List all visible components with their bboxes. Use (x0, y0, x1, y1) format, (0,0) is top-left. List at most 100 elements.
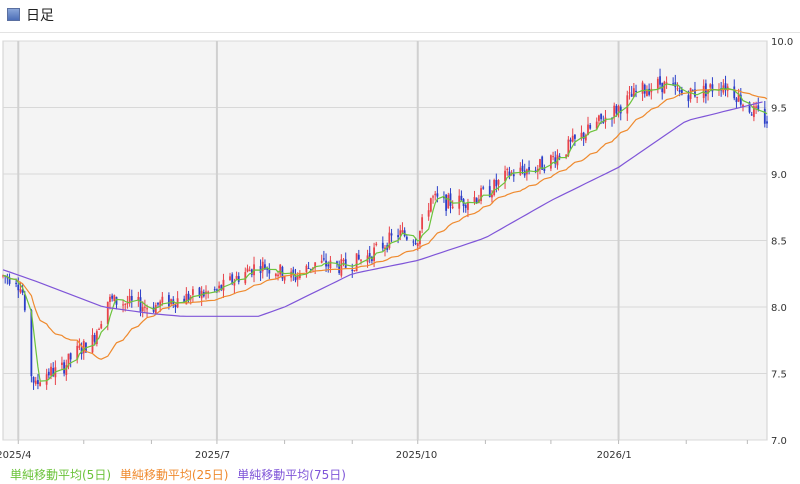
candle-down (397, 235, 400, 238)
candle-up (491, 194, 493, 198)
candle-up (161, 296, 164, 303)
chart-header: 日足 (0, 0, 800, 33)
candle-down (8, 277, 11, 284)
candle-down (264, 264, 266, 270)
candle-down (292, 269, 295, 275)
candle-down (541, 156, 544, 170)
candle-up (19, 289, 22, 293)
candle-up (373, 247, 375, 261)
page-title: 日足 (26, 8, 54, 24)
candle-up (61, 362, 63, 365)
candle-up (137, 296, 140, 301)
y-tick-label: 7.5 (771, 370, 787, 381)
candle-up (154, 305, 157, 314)
candle-down (307, 267, 310, 269)
candle-down (619, 106, 622, 114)
candle-up (434, 193, 437, 196)
candle-down (582, 132, 585, 139)
candle-down (573, 134, 576, 139)
candle-up (506, 168, 509, 170)
legend-ma5: 単純移動平均(5日) (10, 468, 111, 482)
candle-down (534, 170, 537, 172)
candle-up (552, 156, 554, 158)
y-tick-label: 7.0 (771, 436, 787, 447)
candle-down (52, 368, 55, 377)
candle-up (427, 210, 430, 217)
candle-down (405, 236, 408, 240)
candle-down (735, 98, 738, 103)
candle-up (233, 281, 236, 286)
candle-up (480, 188, 482, 202)
candle-down (739, 94, 742, 105)
candle-down (322, 258, 325, 260)
candle-up (432, 196, 434, 198)
candle-down (482, 187, 485, 189)
candle-up (565, 154, 568, 158)
candle-up (45, 374, 48, 385)
candle-up (755, 106, 757, 108)
candle-down (436, 193, 439, 197)
candle-down (167, 295, 170, 307)
candle-up (567, 139, 570, 156)
y-tick-label: 8.0 (771, 303, 787, 314)
candle-up (549, 155, 552, 169)
candle-up (663, 81, 666, 94)
candle-down (643, 84, 646, 94)
candle-down (512, 174, 515, 177)
candle-down (174, 304, 177, 308)
candle-down (23, 294, 26, 311)
candle-down (445, 194, 448, 211)
candle-up (124, 304, 127, 306)
chart-icon (7, 8, 20, 21)
candle-down (757, 105, 760, 110)
candle-down (183, 298, 186, 303)
candle-up (656, 78, 659, 89)
candle-up (248, 269, 251, 272)
candle-up (143, 306, 146, 308)
candle-down (600, 113, 603, 120)
candle-up (467, 202, 469, 210)
candle-up (126, 303, 129, 305)
candle-up (146, 308, 148, 310)
y-tick-label: 9.5 (771, 104, 787, 115)
candle-down (674, 82, 677, 88)
candle-up (279, 264, 282, 275)
candle-down (47, 371, 50, 376)
candle-down (157, 302, 159, 305)
candle-down (111, 295, 114, 299)
candle-up (737, 93, 740, 102)
candle-up (598, 115, 600, 121)
candle-down (460, 195, 463, 201)
candle-up (244, 272, 247, 284)
candle-down (220, 285, 223, 290)
candle-down (412, 241, 415, 243)
candle-down (357, 254, 360, 260)
candle-down (680, 89, 683, 95)
candle-down (449, 193, 452, 206)
candle-up (401, 230, 404, 233)
x-tick-label: 2026/1 (597, 450, 632, 461)
candle-up (305, 265, 308, 272)
candle-down (724, 83, 727, 91)
candle-up (342, 259, 345, 261)
candle-up (399, 230, 402, 236)
y-tick-label: 10.0 (771, 37, 793, 48)
candle-down (630, 93, 633, 97)
candle-up (235, 275, 238, 280)
candle-down (336, 261, 338, 265)
candle-up (519, 167, 522, 175)
candle-down (32, 376, 35, 383)
candle-up (76, 345, 79, 360)
candle-down (495, 179, 498, 187)
candle-up (277, 274, 279, 277)
candle-down (615, 105, 618, 114)
candle-up (312, 267, 314, 269)
candle-up (571, 135, 574, 142)
candle-up (742, 104, 744, 108)
candle-up (222, 279, 225, 291)
candle-down (464, 205, 467, 208)
candle-up (329, 260, 332, 269)
candle-up (91, 334, 94, 353)
candle-up (246, 268, 249, 272)
candle-up (388, 232, 391, 249)
